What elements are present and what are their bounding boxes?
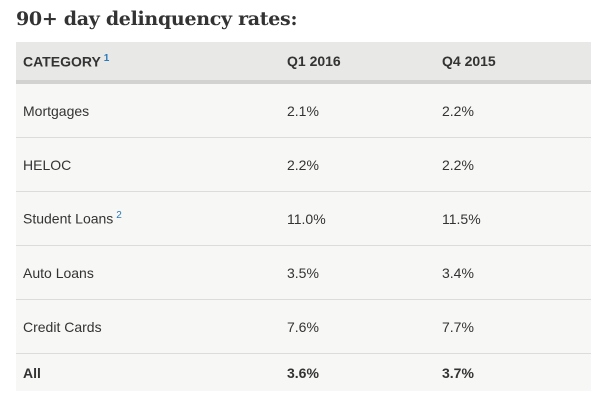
footnote-ref: 1 xyxy=(103,52,110,64)
category-cell: All xyxy=(16,353,287,391)
rate-cell: 2.2% xyxy=(442,137,591,192)
header-label: Q4 2015 xyxy=(442,53,496,69)
category-cell: Student Loans 2 xyxy=(16,191,287,246)
category-label: Student Loans xyxy=(23,210,114,227)
category-label: Mortgages xyxy=(23,102,90,119)
rate-value: 3.6% xyxy=(287,364,319,381)
category-cell: Credit Cards xyxy=(16,299,287,354)
footnote-ref: 2 xyxy=(116,210,122,222)
category-cell: Mortgages xyxy=(16,81,287,138)
rate-value: 11.5% xyxy=(442,210,481,227)
header-cell: Q1 2016 xyxy=(287,42,442,84)
rate-value: 3.4% xyxy=(442,264,474,281)
rate-cell: 11.5% xyxy=(442,191,591,246)
rate-value: 11.0% xyxy=(287,210,326,227)
table-row: Credit Cards 7.6% 7.7% xyxy=(16,299,591,354)
rate-value: 3.5% xyxy=(287,264,319,281)
header-row: CATEGORY 1 Q1 2016 Q4 2015 xyxy=(16,42,591,84)
header-label: CATEGORY xyxy=(23,53,101,70)
rate-value: 2.2% xyxy=(442,156,474,173)
rate-cell: 3.6% xyxy=(287,353,442,391)
rate-value: 7.6% xyxy=(287,318,319,335)
rate-cell: 7.7% xyxy=(442,299,591,354)
table-row: Auto Loans 3.5% 3.4% xyxy=(16,245,591,300)
category-cell: Auto Loans xyxy=(16,245,287,300)
category-label: Credit Cards xyxy=(23,318,102,335)
delinquency-table: CATEGORY 1 Q1 2016 Q4 2015 Mortgages 2.1% 2.2… xyxy=(16,42,591,391)
header-cell: CATEGORY 1 xyxy=(16,42,287,84)
rate-cell: 3.7% xyxy=(442,353,591,391)
rate-cell: 11.0% xyxy=(287,191,442,246)
rate-cell: 2.2% xyxy=(442,81,591,138)
table-row: Mortgages 2.1% 2.2% xyxy=(16,81,591,138)
rate-value: 2.1% xyxy=(287,102,319,119)
rate-cell: 7.6% xyxy=(287,299,442,354)
header-label: Q1 2016 xyxy=(287,53,341,69)
rate-cell: 3.4% xyxy=(442,245,591,300)
category-label: HELOC xyxy=(23,156,72,173)
table-row: All 3.6% 3.7% xyxy=(16,353,591,391)
rate-value: 2.2% xyxy=(442,102,474,119)
rate-cell: 2.1% xyxy=(287,81,442,138)
category-label: All xyxy=(23,364,41,381)
rate-value: 7.7% xyxy=(442,318,474,335)
table-body: Mortgages 2.1% 2.2% HELOC 2.2% 2.2% Student Lo… xyxy=(16,81,591,391)
header-cell: Q4 2015 xyxy=(442,42,591,84)
rate-value: 3.7% xyxy=(442,364,474,381)
category-cell: HELOC xyxy=(16,137,287,192)
category-label: Auto Loans xyxy=(23,264,94,281)
rate-cell: 2.2% xyxy=(287,137,442,192)
table-row: HELOC 2.2% 2.2% xyxy=(16,137,591,192)
rate-cell: 3.5% xyxy=(287,245,442,300)
rate-value: 2.2% xyxy=(287,156,319,173)
table-title: 90+ day delinquency rates: xyxy=(16,8,298,30)
table-row: Student Loans 2 11.0% 11.5% xyxy=(16,191,591,246)
